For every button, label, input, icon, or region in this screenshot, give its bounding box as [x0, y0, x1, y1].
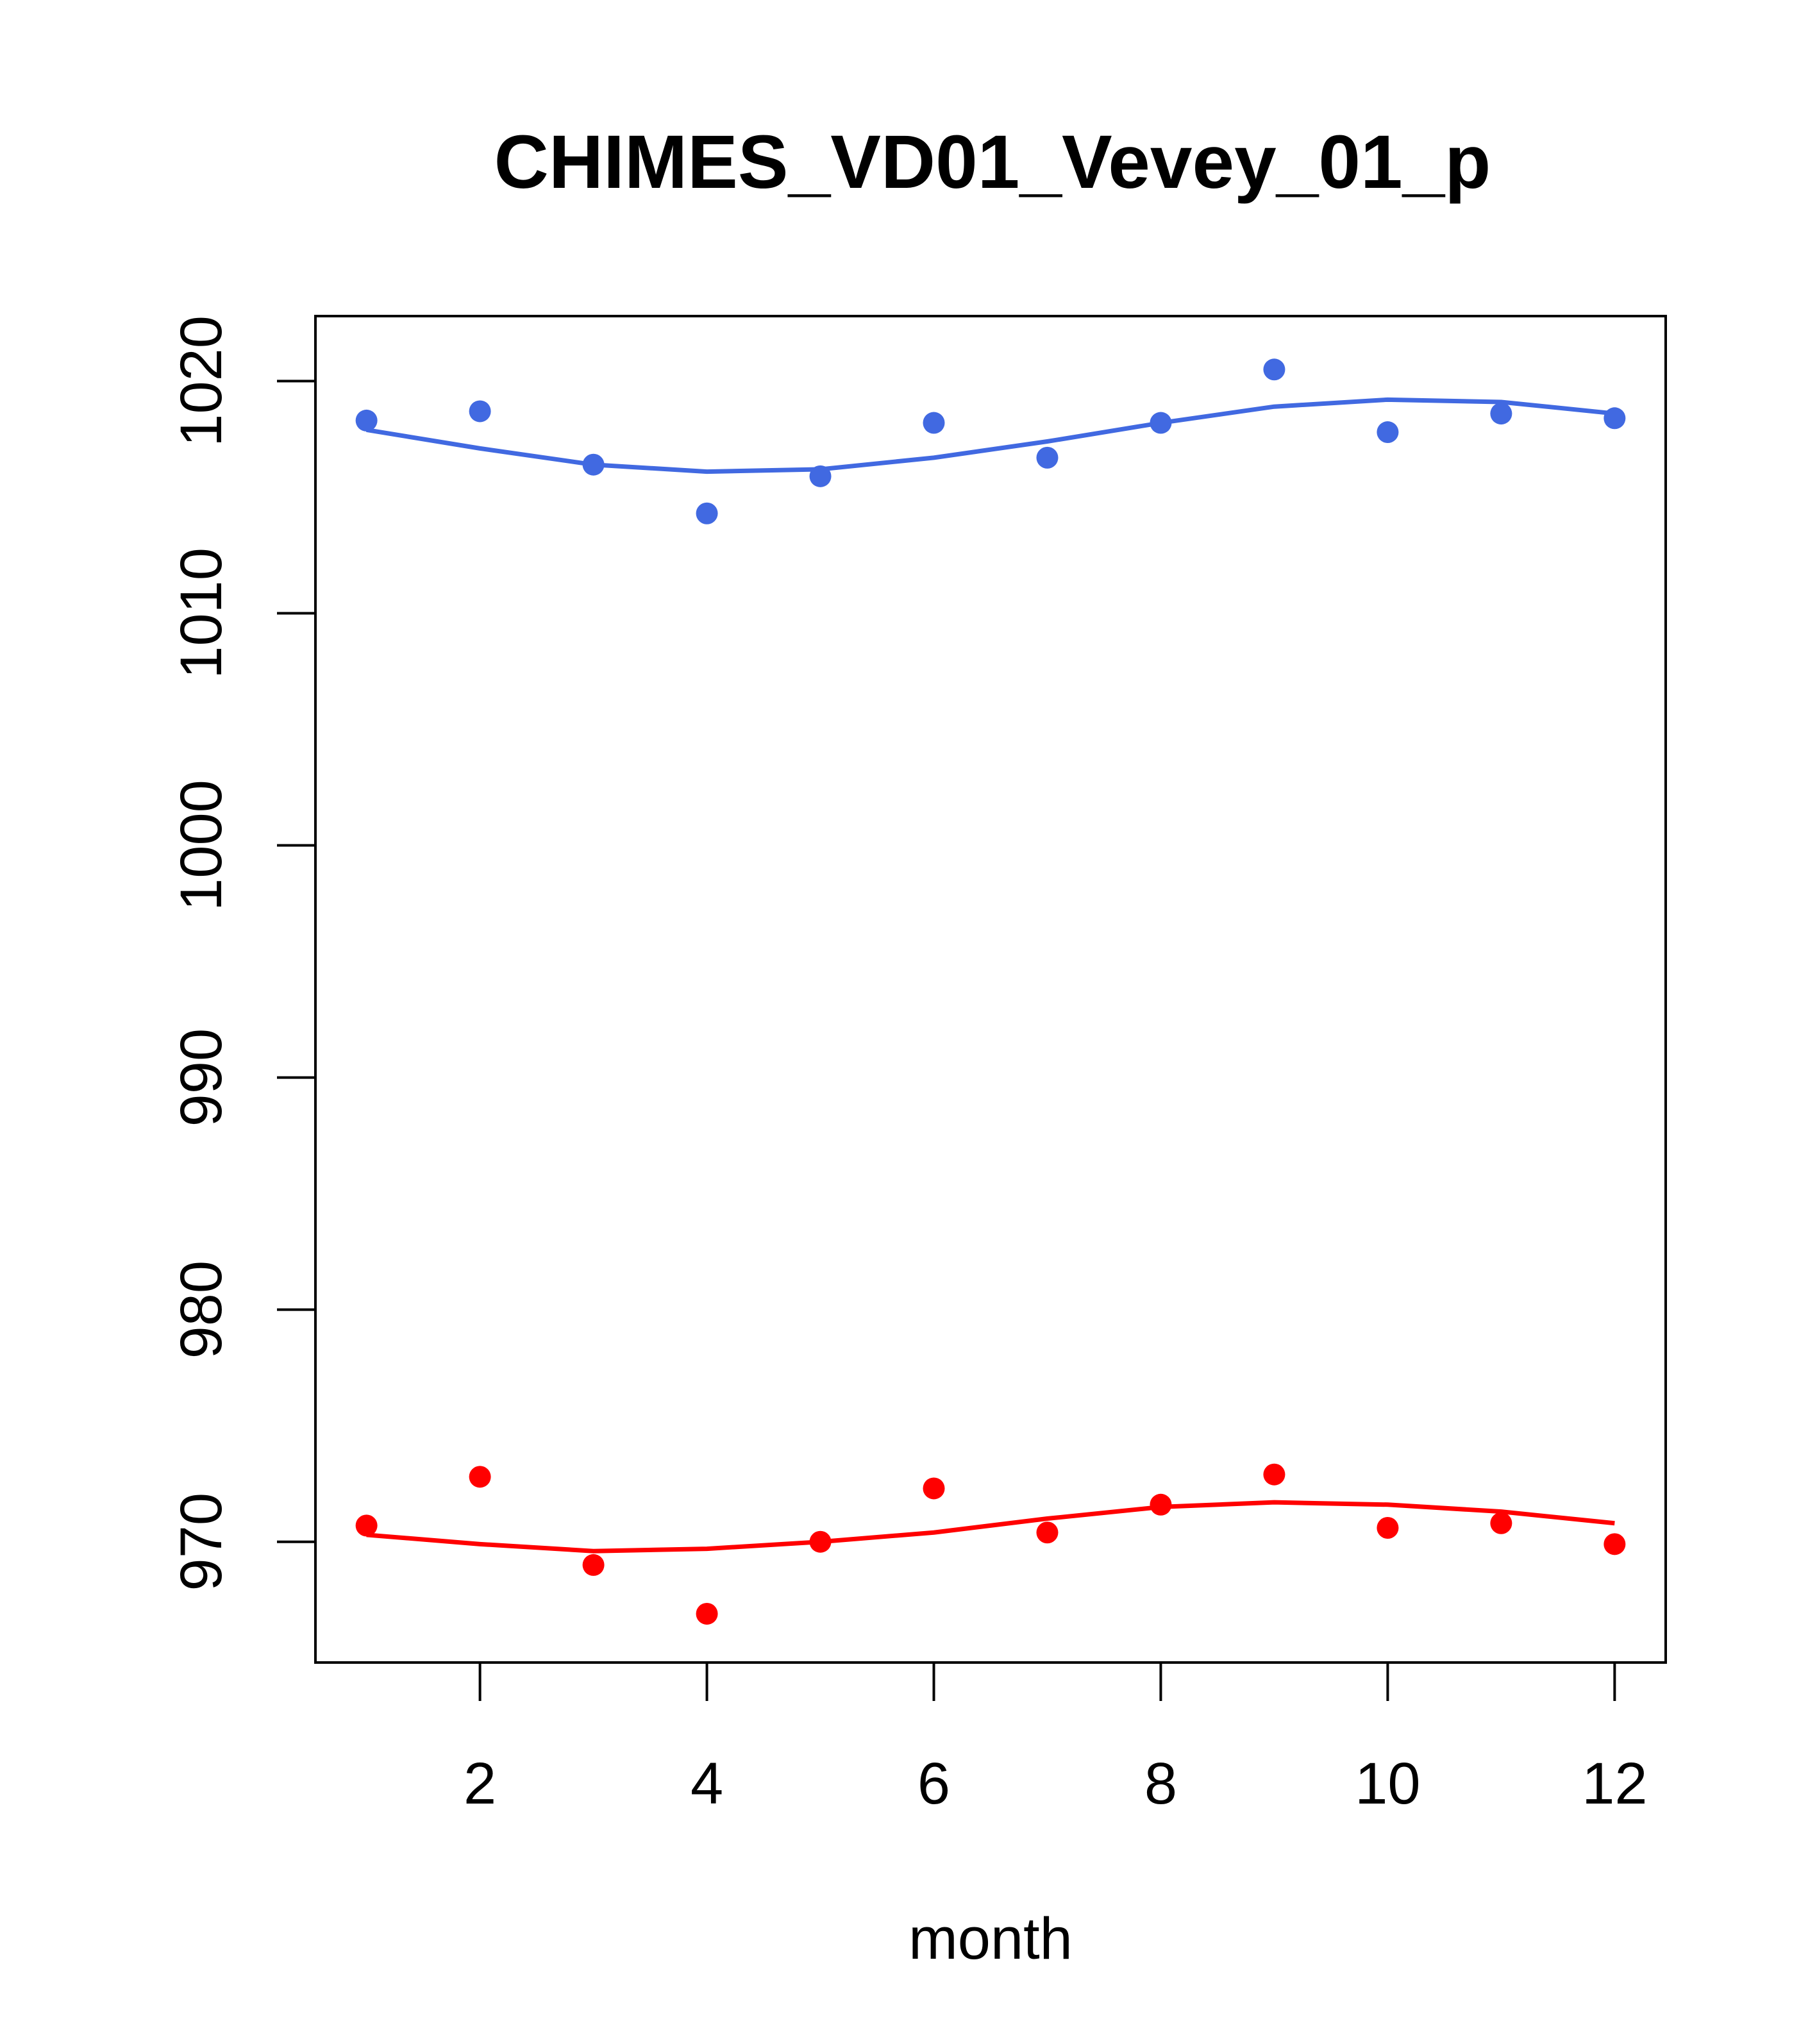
series-1-smooth-line — [366, 397, 1615, 474]
chart-title: CHIMES_VD01_Vevey_01_p — [494, 120, 1491, 205]
series-2-point — [1263, 1463, 1285, 1486]
series-layer — [355, 358, 1626, 1625]
series-2-point — [355, 1514, 378, 1537]
series-1-point — [355, 409, 378, 431]
series-2-point — [469, 1466, 491, 1488]
series-2-point — [582, 1554, 605, 1576]
series-2-point — [696, 1602, 718, 1625]
series-2-point — [1603, 1533, 1626, 1555]
series-2-point — [1490, 1512, 1512, 1534]
series-2-point — [1036, 1521, 1059, 1544]
x-tick-label: 10 — [1355, 1751, 1420, 1816]
series-1-point — [1263, 358, 1285, 381]
series-2-point — [1377, 1517, 1399, 1539]
series-2-smooth-line — [366, 1500, 1615, 1554]
x-tick-label: 8 — [1144, 1751, 1177, 1816]
y-axis: 970 980 990 1000 1010 1020 — [169, 315, 317, 1591]
series-1-point — [1490, 403, 1512, 425]
x-tick-label: 4 — [691, 1751, 723, 1816]
series-1-point — [923, 412, 945, 434]
y-tick-label: 990 — [169, 1028, 234, 1127]
series-2 — [355, 1463, 1626, 1625]
series-1-point — [469, 400, 491, 423]
y-tick-label: 980 — [169, 1261, 234, 1359]
x-tick-label: 6 — [917, 1751, 950, 1816]
series-1 — [355, 358, 1626, 524]
y-tick-label: 970 — [169, 1493, 234, 1591]
x-axis: 2 4 6 8 10 12 — [464, 1661, 1648, 1816]
series-1-point — [1377, 421, 1399, 444]
series-2-point — [1150, 1493, 1172, 1516]
y-tick-label: 1020 — [169, 315, 234, 447]
x-tick-label: 2 — [464, 1751, 496, 1816]
series-1-point — [1036, 446, 1059, 469]
series-1-point — [1603, 407, 1626, 430]
series-1-point — [696, 502, 718, 524]
series-2-point — [923, 1477, 945, 1500]
series-1-point — [582, 453, 605, 476]
y-tick-label: 1010 — [169, 548, 234, 679]
y-tick-label: 1000 — [169, 780, 234, 911]
series-2-point — [809, 1530, 832, 1553]
x-axis-label: month — [908, 1906, 1073, 1972]
series-1-point — [1150, 412, 1172, 434]
x-tick-label: 12 — [1582, 1751, 1647, 1816]
plot-frame — [314, 315, 1667, 1664]
series-1-point — [809, 465, 832, 487]
